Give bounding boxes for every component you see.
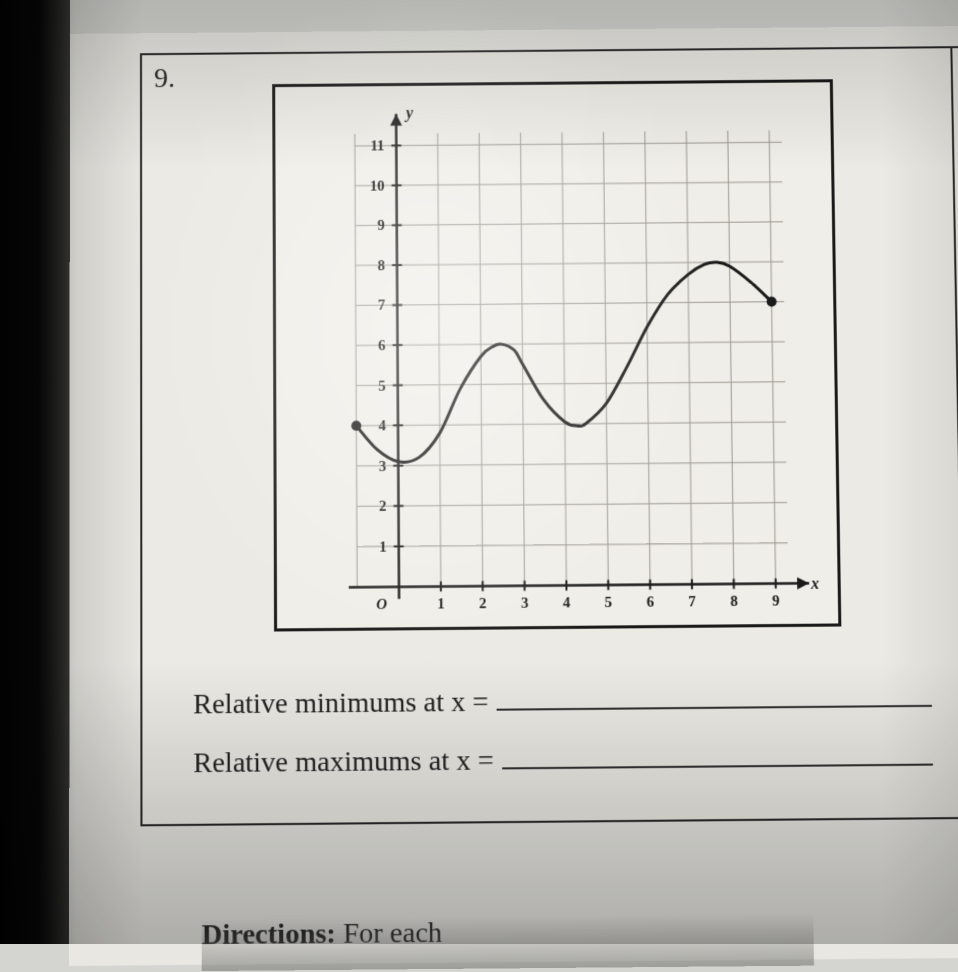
rel-min-blank[interactable] (496, 675, 931, 711)
svg-text:8: 8 (378, 258, 386, 274)
svg-text:3: 3 (379, 459, 387, 475)
answer-prompts: Relative minimums at x = Relative maximu… (193, 657, 933, 780)
svg-text:5: 5 (378, 378, 386, 394)
svg-text:x: x (810, 576, 819, 593)
svg-text:5: 5 (605, 595, 613, 611)
svg-text:8: 8 (730, 594, 738, 610)
rel-max-label: Relative maximums at x = (193, 744, 494, 780)
svg-text:7: 7 (688, 594, 696, 610)
svg-text:O: O (376, 597, 387, 613)
directions-line: Directions: For each (202, 917, 443, 952)
directions-bold: Directions: (202, 918, 336, 951)
svg-text:9: 9 (377, 218, 385, 234)
worksheet-page: 9. 1 2 3 4 5 6 7 8 9 1 2 3 4 5 6 7 8 9 10 11 Ox y Relative mi… (69, 26, 958, 966)
svg-text:2: 2 (379, 499, 387, 515)
svg-text:1: 1 (437, 596, 445, 612)
svg-text:4: 4 (563, 595, 571, 611)
question-cell: 9. 1 2 3 4 5 6 7 8 9 1 2 3 4 5 6 7 8 9 10 11 Ox y Relative mi… (140, 46, 958, 826)
chart-frame: 1 2 3 4 5 6 7 8 9 1 2 3 4 5 6 7 8 9 10 11 Ox y (272, 79, 841, 631)
relative-max-prompt: Relative maximums at x = (193, 733, 933, 780)
svg-text:3: 3 (521, 596, 529, 612)
rel-min-label: Relative minimums at x = (193, 686, 489, 722)
svg-text:6: 6 (646, 595, 654, 611)
svg-text:9: 9 (772, 593, 780, 609)
svg-text:6: 6 (378, 338, 386, 354)
directions-rest: For each (336, 917, 442, 950)
svg-text:10: 10 (370, 178, 385, 194)
question-number: 9. (154, 63, 175, 95)
svg-text:2: 2 (479, 596, 487, 612)
function-graph: 1 2 3 4 5 6 7 8 9 1 2 3 4 5 6 7 8 9 10 11 Ox y (275, 82, 838, 628)
svg-text:7: 7 (378, 298, 386, 314)
svg-text:1: 1 (379, 539, 387, 555)
svg-text:4: 4 (379, 418, 387, 434)
svg-text:11: 11 (370, 139, 384, 155)
relative-min-prompt: Relative minimums at x = (193, 675, 932, 721)
svg-text:y: y (404, 105, 414, 122)
rel-max-blank[interactable] (502, 733, 933, 769)
